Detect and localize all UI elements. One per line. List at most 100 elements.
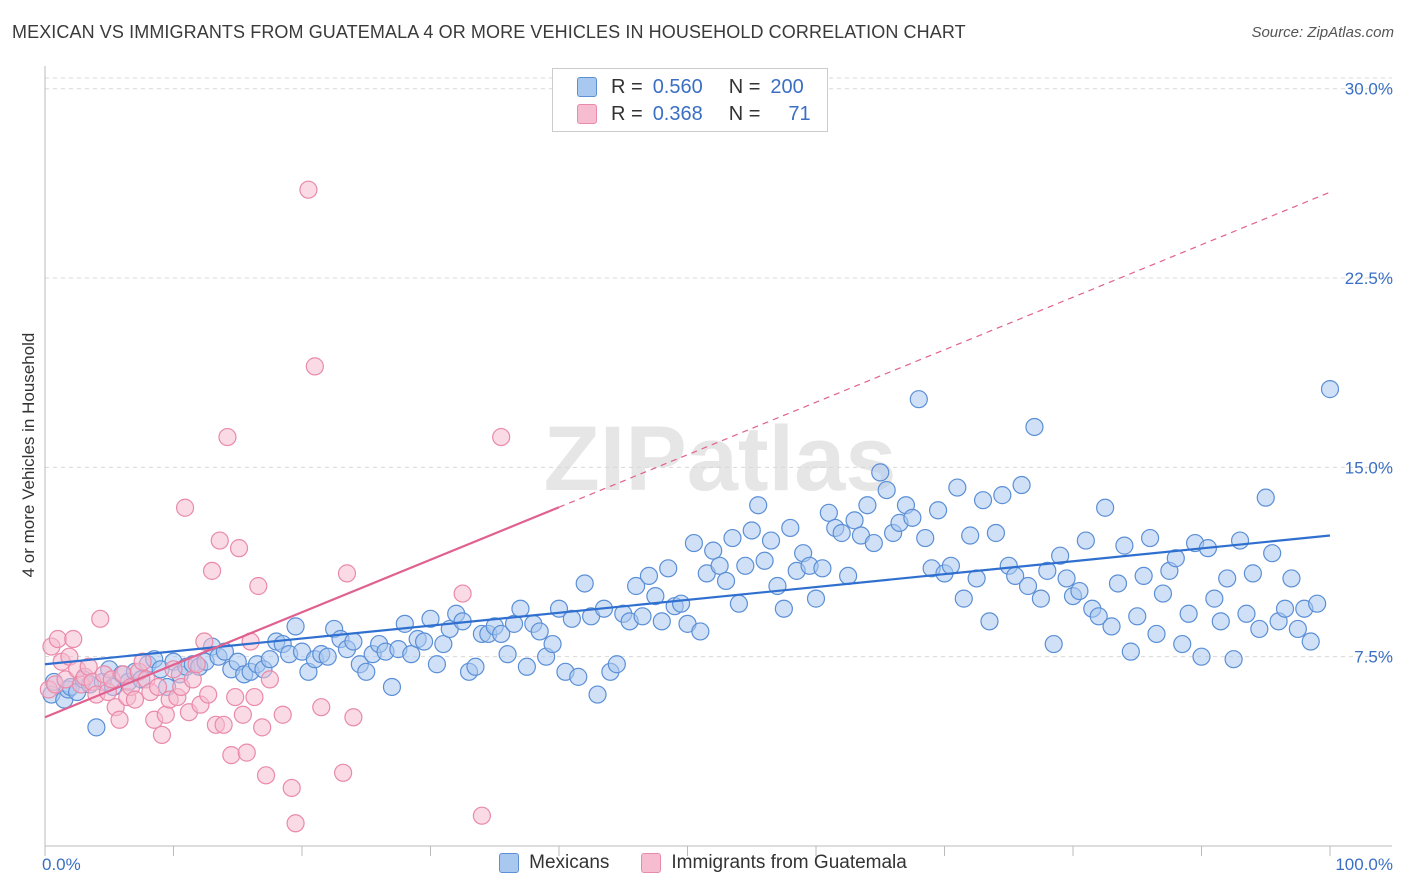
point-guatemala [334,763,353,782]
point-mexicans [755,551,774,570]
point-mexicans [961,526,980,545]
point-mexicans [260,650,279,669]
point-mexicans [986,523,1006,543]
point-guatemala [199,685,218,704]
point-mexicans [832,523,851,543]
legend-item-guatemala: Immigrants from Guatemala [641,852,907,874]
point-mexicans [1147,624,1166,644]
point-mexicans [1134,566,1153,586]
point-mexicans [1179,604,1198,623]
correlation-legend: R = 0.560 N = 200 R = 0.368 N = 71 [552,68,828,132]
point-mexicans [1128,607,1147,626]
legend-swatch-pink [577,104,597,124]
point-mexicans [1025,417,1044,437]
y-tick-label: 22.5% [1345,269,1393,288]
legend-n-label: N = [728,75,761,98]
axes [44,66,1392,856]
trend-lines [44,191,1331,719]
point-mexicans [1301,632,1320,651]
point-mexicans [588,685,607,704]
point-mexicans [1218,569,1237,588]
legend-n-label: N = [728,102,761,125]
point-mexicans [1275,599,1295,618]
point-mexicans [928,501,948,520]
point-mexicans [1057,569,1076,588]
legend-row-mexicans: R = 0.560 N = 200 [577,75,804,99]
point-mexicans [954,589,973,608]
legend-swatch-blue [499,853,520,873]
point-mexicans [819,503,838,522]
point-mexicans [716,571,736,591]
trend-line-guatemala [44,506,560,719]
point-mexicans [710,556,729,575]
point-mexicans [498,645,517,664]
point-mexicans [1108,574,1128,593]
point-guatemala [472,806,491,825]
point-guatemala [256,766,276,785]
point-guatemala [299,180,318,199]
y-axis-label: 4 or more Vehicles in Household [19,333,38,578]
series-mexicans [42,380,1340,737]
point-mexicans [864,533,883,553]
point-mexicans [729,594,749,613]
point-mexicans [492,624,511,644]
point-guatemala [48,629,67,649]
y-tick-label: 15.0% [1345,458,1393,477]
point-mexicans [704,541,723,560]
point-mexicans [839,566,858,586]
point-mexicans [877,480,896,500]
point-mexicans [761,531,781,550]
point-guatemala [195,632,214,651]
point-mexicans [639,566,659,586]
point-guatemala [91,609,110,628]
point-mexicans [1211,612,1230,631]
point-mexicans [633,607,652,626]
point-mexicans [1115,536,1134,555]
point-mexicans [659,559,678,578]
point-mexicans [318,647,337,666]
point-mexicans [530,622,549,641]
point-mexicans [1012,475,1031,495]
trend-line-mexicans [44,534,1331,666]
point-mexicans [344,632,363,651]
point-mexicans [402,645,421,664]
point-guatemala [229,539,249,558]
legend-r-value: 0.368 [652,102,703,125]
point-mexicans [434,634,453,654]
point-mexicans [1089,607,1108,626]
legend-label-mexicans: Mexicans [529,852,610,873]
point-guatemala [233,705,252,724]
point-mexicans [357,662,376,681]
point-guatemala [226,687,245,707]
point-guatemala [125,690,145,709]
point-mexicans [948,478,967,497]
point-mexicans [414,632,434,651]
legend-r-label: R = [611,75,643,98]
point-mexicans [903,508,922,527]
point-guatemala [218,427,237,447]
point-mexicans [871,463,890,482]
point-mexicans [1140,528,1160,548]
legend-r-label: R = [611,102,643,125]
tick-labels: 7.5% 15.0% 22.5% 30.0% 0.0% 100.0% [42,80,1393,874]
point-mexicans [286,617,305,636]
point-guatemala [305,357,324,376]
y-tick-label: 7.5% [1354,648,1393,667]
point-mexicans [941,556,961,575]
point-guatemala [492,427,511,447]
point-mexicans [813,559,832,578]
point-mexicans [1308,594,1327,613]
legend-swatch-blue [577,77,597,97]
point-mexicans [736,556,755,575]
legend-swatch-pink [641,853,662,873]
point-mexicans [1237,604,1256,623]
point-mexicans [646,586,665,606]
point-mexicans [742,521,761,540]
point-guatemala [237,743,256,762]
point-mexicans [916,528,935,548]
x-tick-label-max: 100.0% [1335,855,1393,874]
point-mexicans [1250,619,1269,639]
point-mexicans [973,491,993,510]
point-mexicans [749,496,768,515]
